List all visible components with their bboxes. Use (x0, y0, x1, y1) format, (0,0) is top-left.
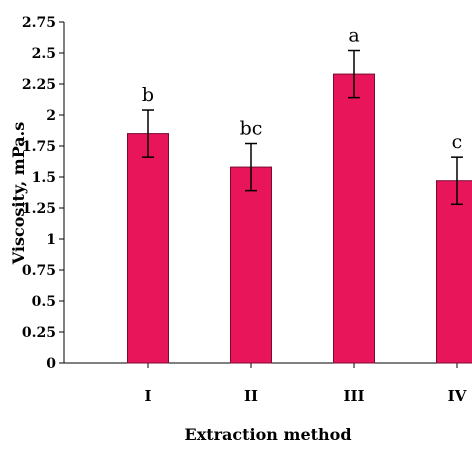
significance-letters: b bc a c (142, 25, 462, 154)
bar-IV (437, 181, 472, 363)
x-tick-label-IV: IV (448, 387, 467, 405)
x-axis-title: Extraction method (185, 425, 352, 444)
bar-II (231, 167, 272, 363)
y-tick-label: 0.5 (32, 294, 56, 310)
x-tick-label-III: III (343, 387, 364, 405)
significance-letter-II: bc (240, 118, 263, 140)
x-tick-label-I: I (144, 387, 151, 405)
y-tick-label: 2.25 (22, 77, 56, 93)
significance-letter-III: a (348, 25, 359, 47)
y-tick-label: 1 (46, 232, 56, 248)
y-tick-label: 0.25 (22, 325, 56, 341)
significance-letter-IV: c (452, 131, 463, 153)
bar-I (128, 134, 169, 363)
error-bars (142, 51, 463, 205)
bars (128, 74, 472, 363)
y-tick-label: 1.5 (32, 170, 56, 186)
y-tick-label: 2.5 (32, 46, 56, 62)
significance-letter-I: b (142, 84, 154, 106)
y-axis-title: Viscosity, mPa.s (9, 122, 28, 266)
bar-III (334, 74, 375, 363)
y-tick-label: 0.75 (22, 263, 56, 279)
y-tick-label: 2 (46, 108, 56, 124)
y-tick-label: 2.75 (22, 15, 56, 31)
y-tick-label: 0 (46, 356, 56, 372)
x-tick-label-II: II (244, 387, 258, 405)
